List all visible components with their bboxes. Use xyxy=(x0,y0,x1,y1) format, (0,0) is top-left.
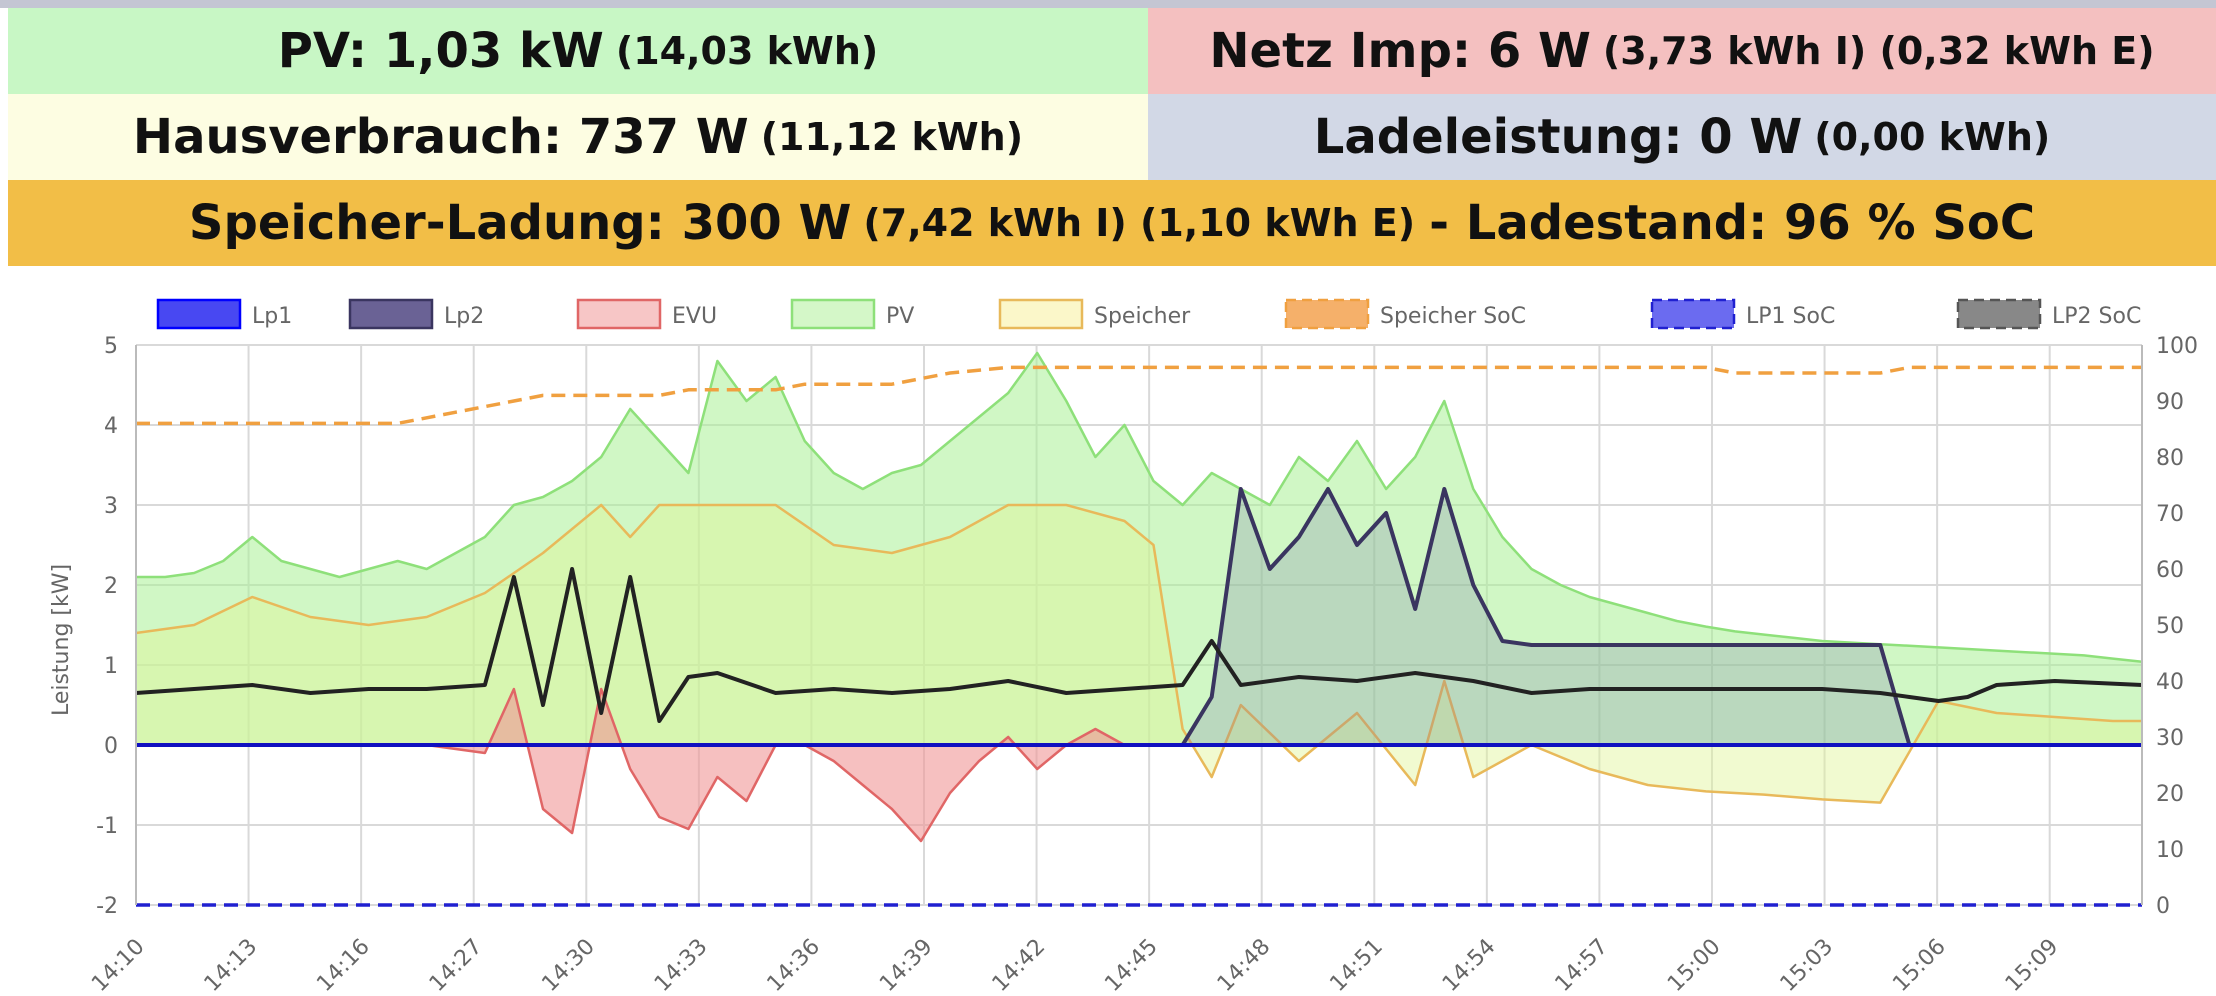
legend-item-pv[interactable]: PV xyxy=(790,298,914,330)
y-tick-label: 2 xyxy=(104,574,118,599)
chart-series xyxy=(135,351,2143,907)
storage-energy: (7,42 kWh I) (1,10 kWh E) xyxy=(863,201,1416,245)
x-tick-label: 14:51 xyxy=(1325,934,1388,996)
legend-swatch xyxy=(348,298,434,330)
legend-item-speicher[interactable]: Speicher xyxy=(998,298,1191,330)
x-tick-label: 14:48 xyxy=(1213,934,1276,996)
charging-power-value: Ladeleistung: 0 W xyxy=(1313,109,1803,165)
legend-swatch xyxy=(156,298,242,330)
x-tick-label: 15:09 xyxy=(2001,934,2064,996)
legend-label: Speicher xyxy=(1094,304,1191,329)
x-tick-label: 14:36 xyxy=(763,934,826,996)
x-tick-label: 15:00 xyxy=(1663,934,1726,996)
x-tick-label: 14:42 xyxy=(988,934,1051,996)
legend-item-lp2-soc[interactable]: LP2 SoC xyxy=(1956,298,2141,330)
series-line-pv xyxy=(136,351,2143,664)
y2-tick-label: 40 xyxy=(2156,670,2184,695)
grid-import-tile: Netz Imp: 6 W (3,73 kWh I) (0,32 kWh E) xyxy=(1148,8,2216,94)
x-tick-label: 14:10 xyxy=(87,934,150,996)
legend-swatch xyxy=(576,298,662,330)
y-tick-label: 0 xyxy=(104,734,118,759)
chart-legend[interactable]: Lp1 Lp2 EVU PV Speicher Speicher SoC LP1 SoC LP… xyxy=(156,298,2216,330)
x-tick-label: 14:33 xyxy=(650,934,713,996)
y-axis-title: Leistung [kW] xyxy=(49,564,74,716)
legend-label: Lp1 xyxy=(252,304,292,329)
top-strip xyxy=(0,0,2216,8)
x-tick-label: 14:54 xyxy=(1438,934,1501,996)
grid-import-value: Netz Imp: 6 W xyxy=(1209,23,1591,79)
legend-item-evu[interactable]: EVU xyxy=(576,298,717,330)
pv-tile: PV: 1,03 kW (14,03 kWh) xyxy=(8,8,1148,94)
series-line-evu xyxy=(136,687,2142,843)
legend-label: LP2 SoC xyxy=(2052,304,2141,329)
legend-swatch xyxy=(1956,298,2042,330)
legend-swatch xyxy=(998,298,1084,330)
series-area-speicher xyxy=(136,505,2142,803)
y-tick-label: -2 xyxy=(96,894,118,919)
legend-item-lp1-soc[interactable]: LP1 SoC xyxy=(1650,298,1835,330)
y2-tick-label: 0 xyxy=(2156,894,2170,919)
house-consumption-energy: (11,12 kWh) xyxy=(760,115,1024,159)
legend-label: LP1 SoC xyxy=(1746,304,1835,329)
storage-soc: - Ladestand: 96 % SoC xyxy=(1429,195,2036,251)
charging-energy: (0,00 kWh) xyxy=(1814,115,2051,159)
y2-tick-label: 80 xyxy=(2156,446,2184,471)
legend-swatch xyxy=(790,298,876,330)
series-area-evu xyxy=(136,689,2142,841)
y2-tick-label: 20 xyxy=(2156,782,2184,807)
y2-tick-label: 30 xyxy=(2156,726,2184,751)
x-tick-label: 14:57 xyxy=(1551,934,1614,996)
pv-energy: (14,03 kWh) xyxy=(615,29,879,73)
y2-tick-label: 70 xyxy=(2156,502,2184,527)
series-line-hausverbrauch xyxy=(135,567,2143,723)
y2-tick-label: 10 xyxy=(2156,838,2184,863)
house-consumption-value: Hausverbrauch: 737 W xyxy=(132,109,749,165)
x-tick-label: 15:03 xyxy=(1776,934,1839,996)
legend-label: PV xyxy=(886,304,914,329)
legend-label: EVU xyxy=(672,304,717,329)
y2-tick-label: 90 xyxy=(2156,390,2184,415)
y-tick-label: -1 xyxy=(96,814,118,839)
legend-item-lp2[interactable]: Lp2 xyxy=(348,298,484,330)
series-line-speicher-soc xyxy=(136,365,2142,426)
storage-tile: Speicher-Ladung: 300 W (7,42 kWh I) (1,1… xyxy=(8,180,2216,266)
legend-label: Lp2 xyxy=(444,304,484,329)
charging-power-tile: Ladeleistung: 0 W (0,00 kWh) xyxy=(1148,94,2216,180)
pv-value: PV: 1,03 kW xyxy=(277,23,604,79)
y-tick-label: 1 xyxy=(104,654,118,679)
x-tick-label: 14:30 xyxy=(537,934,600,996)
house-consumption-tile: Hausverbrauch: 737 W (11,12 kWh) xyxy=(8,94,1148,180)
x-tick-label: 15:06 xyxy=(1888,934,1951,996)
x-tick-label: 14:45 xyxy=(1100,934,1163,996)
y-tick-label: 3 xyxy=(104,494,118,519)
legend-item-lp1[interactable]: Lp1 xyxy=(156,298,292,330)
series-area-lp2 xyxy=(136,489,2142,745)
x-tick-label: 14:13 xyxy=(200,934,263,996)
y2-tick-label: 100 xyxy=(2156,334,2198,359)
x-tick-label: 14:39 xyxy=(875,934,938,996)
y2-tick-label: 60 xyxy=(2156,558,2184,583)
legend-swatch xyxy=(1284,298,1370,330)
series-line-speicher xyxy=(135,503,2142,804)
legend-item-speicher-soc[interactable]: Speicher SoC xyxy=(1284,298,1526,330)
legend-swatch xyxy=(1650,298,1736,330)
storage-charge-value: Speicher-Ladung: 300 W xyxy=(188,195,852,251)
grid-energy: (3,73 kWh I) (0,32 kWh E) xyxy=(1602,29,2155,73)
y-tick-label: 5 xyxy=(104,334,118,359)
y-tick-label: 4 xyxy=(104,414,118,439)
x-tick-label: 14:16 xyxy=(312,934,375,996)
y2-tick-label: 50 xyxy=(2156,614,2184,639)
x-tick-label: 14:27 xyxy=(425,934,488,996)
legend-label: Speicher SoC xyxy=(1380,304,1526,329)
